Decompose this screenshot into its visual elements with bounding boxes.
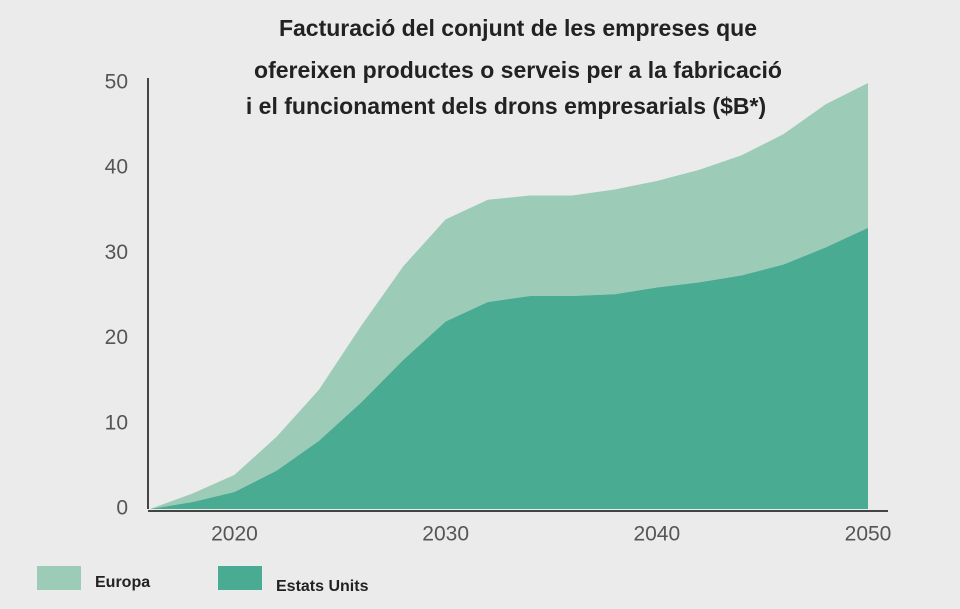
- legend-swatch: [218, 566, 262, 590]
- y-tick-label: 50: [105, 71, 128, 94]
- legend-label: Estats Units: [276, 578, 369, 595]
- chart-title: ofereixen productes o serveis per a la f…: [254, 57, 782, 83]
- x-tick-label: 2030: [422, 523, 469, 546]
- area: [150, 83, 868, 509]
- chart-title: i el funcionament dels drons empresarial…: [246, 93, 766, 119]
- y-tick-label: 40: [105, 156, 128, 179]
- y-tick-label: 30: [105, 241, 128, 264]
- x-tick-label: 2050: [845, 523, 892, 546]
- x-tick-label: 2020: [211, 523, 258, 546]
- legend-swatch: [37, 566, 81, 590]
- area: [150, 227, 868, 509]
- y-tick-label: 0: [116, 497, 128, 520]
- legend-label: Europa: [95, 574, 150, 591]
- y-tick-label: 20: [105, 326, 128, 349]
- chart-title: Facturació del conjunt de les empreses q…: [279, 15, 757, 41]
- x-tick-label: 2040: [633, 523, 680, 546]
- y-tick-label: 10: [105, 411, 128, 434]
